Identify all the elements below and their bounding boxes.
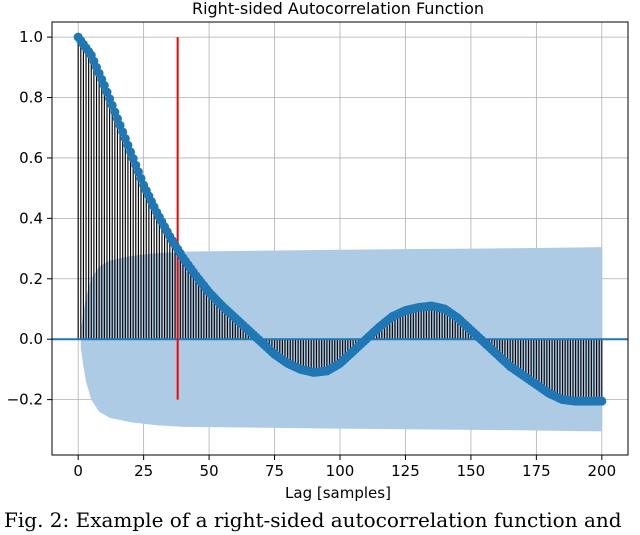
x-tick-label: 100 <box>326 462 355 480</box>
x-tick-label: 200 <box>587 462 616 480</box>
x-tick-label: 50 <box>200 462 219 480</box>
y-tick-label: 0.6 <box>19 149 43 167</box>
x-tick-label: 175 <box>522 462 551 480</box>
x-tick-label: 75 <box>265 462 284 480</box>
x-tick-label: 125 <box>391 462 420 480</box>
y-tick-label: 0.4 <box>19 209 43 227</box>
acf-markers <box>73 32 607 406</box>
y-tick-label: 0.8 <box>19 89 43 107</box>
x-tick-label: 0 <box>73 462 83 480</box>
figure-caption: Fig. 2: Example of a right-sided autocor… <box>4 508 622 532</box>
acf-marker <box>597 396 607 406</box>
y-axis: 1.0 0.8 0.6 0.4 0.2 0.0 −0.2 <box>7 28 52 409</box>
stem-lines <box>77 37 603 402</box>
x-axis: 0 25 50 75 100 125 150 175 200 <box>73 455 616 480</box>
y-tick-label: 0.0 <box>19 330 43 348</box>
chart-title: Right-sided Autocorrelation Function <box>192 0 484 18</box>
x-tick-label: 25 <box>134 462 153 480</box>
y-tick-label: 0.2 <box>19 270 43 288</box>
y-tick-label: 1.0 <box>19 28 43 46</box>
x-axis-label: Lag [samples] <box>285 484 391 502</box>
y-tick-label: −0.2 <box>7 391 43 409</box>
x-tick-label: 150 <box>457 462 486 480</box>
